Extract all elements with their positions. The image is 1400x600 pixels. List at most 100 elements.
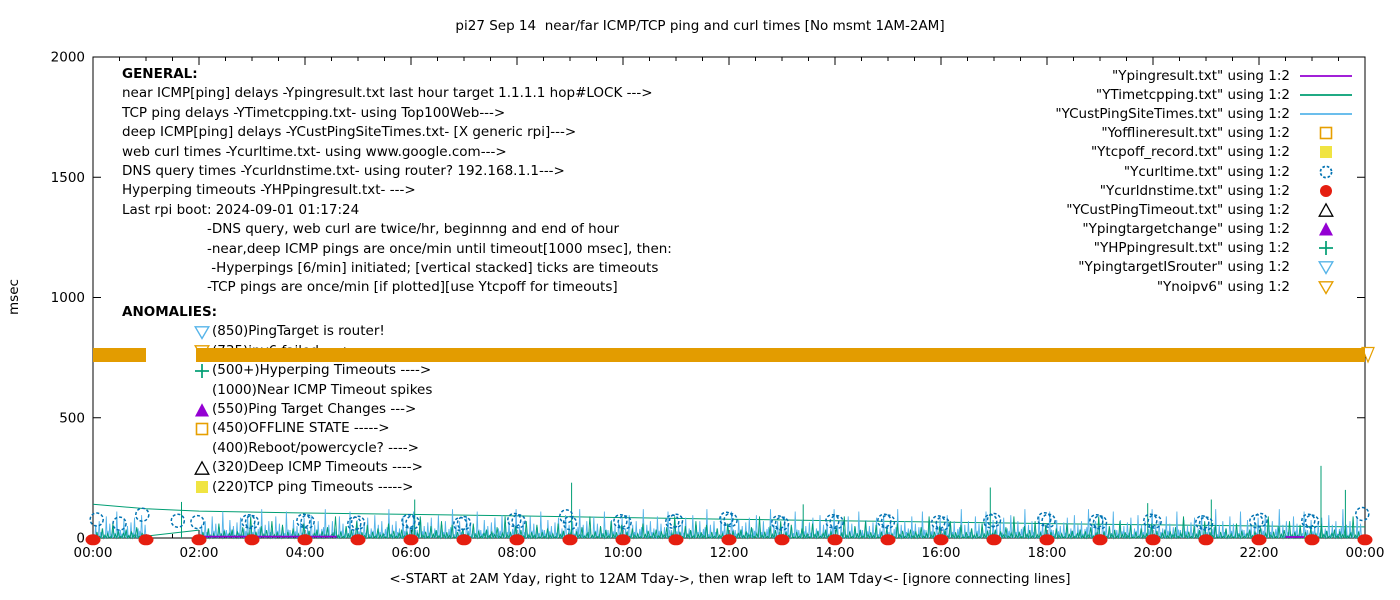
general-indented-line: -DNS query, web curl are twice/hr, begin… [207,221,620,238]
anomaly-marker [194,479,212,495]
curl-time-point [668,513,684,528]
x-tick-label: 10:00 [604,545,643,561]
curl-time-point [1147,514,1162,529]
anomaly-text: (500+)Hyperping Timeouts ----> [212,362,432,379]
curl-time-point [190,514,205,530]
triangle-down-open-icon [194,326,210,340]
tcp-trend-line [92,503,1366,528]
legend-marker [1290,202,1362,218]
circle-filled-icon [1320,184,1332,197]
anomaly-marker [194,363,212,379]
anomaly-text: (850)PingTarget is router! [212,323,385,340]
legend-label: "YTimetcpping.txt" using 1:2 [1095,86,1290,103]
curl-time-point [405,515,420,530]
curl-time-point [89,512,104,527]
triangle-filled-icon [1319,222,1333,236]
curl-time-point [719,511,734,527]
dns-time-point [986,534,1002,546]
x-tick-label: 06:00 [392,545,431,561]
curl-time-point [665,514,680,529]
anomaly-text: (1000)Near ICMP Timeout spikes [212,381,433,398]
general-line: Last rpi boot: 2024-09-01 01:17:24 [122,201,360,218]
square-open-icon [1319,126,1333,140]
general-line: web curl times -Ycurltime.txt- using www… [122,143,507,160]
general-line: Hyperping timeouts -YHPpingresult.txt- -… [122,182,416,199]
curl-time-point [723,512,738,528]
curl-time-point [829,514,844,530]
anomaly-row: (550)Ping Target Changes ---> [194,400,432,419]
triangle-down-open-icon [1318,261,1334,276]
curl-time-point [456,515,472,531]
dns-time-point [774,534,790,546]
square-filled-icon [1320,146,1332,159]
legend-marker [1290,125,1362,141]
general-heading: GENERAL: [122,66,198,82]
x-tick-label: 00:00 [74,545,113,561]
dns-time-point [827,534,843,546]
anomaly-row: (220)TCP ping Timeouts -----> [194,478,432,497]
curl-time-point [617,515,632,530]
square-filled-icon [196,481,208,494]
dns-time-point [1092,534,1108,546]
curl-time-point [1195,515,1210,530]
legend-row: "YCustPingTimeout.txt" using 1:2 [990,200,1362,219]
general-indented-line: -Hyperpings [6/min] initiated; [vertical… [207,260,659,277]
anomaly-text: (735)ipv6 failed ----> [212,342,354,359]
legend-label: "YCustPingTimeout.txt" using 1:2 [1066,201,1290,218]
legend-label: "Ycurldnstime.txt" using 1:2 [1099,182,1290,199]
legend-marker [1290,240,1362,256]
line-sample-icon [1300,74,1352,77]
curl-time-point [1092,515,1108,530]
curl-time-point [507,512,522,528]
legend-row: "Ycurltime.txt" using 1:2 [990,162,1362,181]
dns-time-point [138,534,154,546]
legend-label: "Ycurltime.txt" using 1:2 [1123,163,1290,180]
anomaly-row: (450)OFFLINE STATE -----> [194,419,432,438]
legend-marker [1290,69,1362,83]
dns-time-point [668,534,684,546]
legend-row: "Ycurldnstime.txt" using 1:2 [990,181,1362,200]
tcp-ping-trace [198,516,1366,540]
curl-time-point [401,513,416,529]
triangle-down-open-icon [194,345,210,360]
dns-time-point [1145,534,1161,546]
dns-time-point [721,534,737,546]
legend-marker [1290,88,1362,102]
legend-label: "Ypingresult.txt" using 1:2 [1112,67,1290,84]
curl-time-point [1198,516,1214,531]
x-tick-label: 22:00 [1240,545,1279,561]
x-tick-label: 00:00 [1346,545,1385,561]
legend-row: "Yofflineresult.txt" using 1:2 [990,124,1362,143]
legend-row: "Ytcpoff_record.txt" using 1:2 [990,143,1362,162]
anomaly-row: (500+)Hyperping Timeouts ----> [194,361,432,380]
dns-time-point [297,534,313,546]
anomaly-row: (735)ipv6 failed ----> [194,342,432,361]
anomaly-marker [194,324,212,340]
legend-label: "Ypingtargetchange" using 1:2 [1082,221,1290,238]
triangle-filled-icon [195,402,209,417]
anomaly-text: (320)Deep ICMP Timeouts ----> [212,459,423,476]
curl-time-point [112,516,127,531]
triangle-open-icon [194,460,210,475]
legend-row: "YHPpingresult.txt" using 1:2 [990,239,1362,258]
curl-time-point [241,513,256,529]
dns-time-point [85,534,101,546]
dns-time-point [615,534,631,546]
curl-time-point [877,513,892,528]
general-line: deep ICMP[ping] delays -YCustPingSiteTim… [122,124,577,141]
chart-title: pi27 Sep 14 near/far ICMP/TCP ping and c… [455,18,945,34]
square-open-icon [195,422,209,436]
legend-row: "YTimetcpping.txt" using 1:2 [990,85,1362,104]
legend-label: "YCustPingSiteTimes.txt" using 1:2 [1055,105,1290,122]
plus-icon [1319,241,1333,256]
dns-time-point [1251,534,1267,546]
anomalies-notes: ANOMALIES: (850)PingTarget is router! (73… [122,303,432,497]
dns-time-point [350,534,366,546]
curl-time-point [825,513,840,529]
x-axis-caption: <-START at 2AM Yday, right to 12AM Tday-… [389,571,1071,587]
dns-time-point [1357,534,1373,546]
x-tick-label: 02:00 [180,545,219,561]
curl-time-point [300,514,315,529]
